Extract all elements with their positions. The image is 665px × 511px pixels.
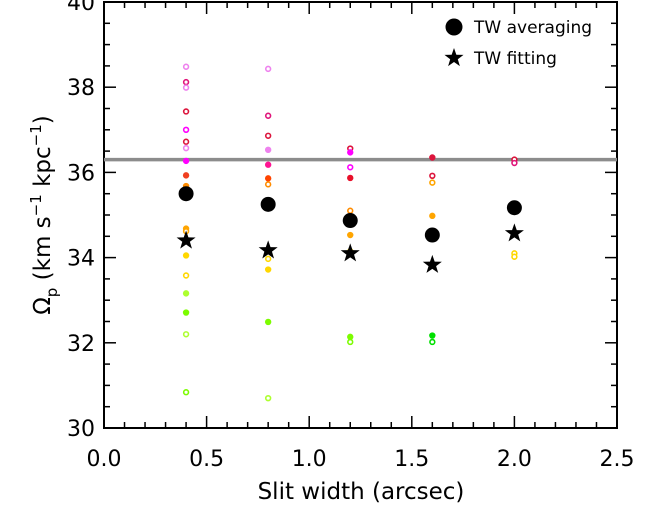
measurement-point — [182, 272, 190, 279]
y-axis-symbol-subscript: p — [43, 288, 61, 298]
measurement-point — [264, 112, 272, 119]
tw-fitting-point — [340, 243, 360, 262]
measurement-point — [511, 253, 518, 260]
measurement-point — [264, 161, 272, 168]
y-tick-label: 38 — [67, 76, 95, 101]
x-axis-title: Slit width (arcsec) — [258, 479, 465, 505]
x-tick-label: 1.5 — [394, 447, 429, 472]
measurement-point — [182, 157, 190, 165]
measurement-point — [347, 149, 354, 156]
measurement-point — [347, 338, 354, 346]
measurement-point — [264, 318, 272, 326]
measurement-point — [429, 172, 436, 180]
measurement-point — [511, 159, 518, 167]
y-axis-unit-mid: kpc — [30, 146, 56, 194]
measurement-point — [347, 231, 354, 239]
measurement-point — [182, 126, 190, 134]
measurement-point — [347, 174, 354, 182]
tw-method-points — [176, 186, 524, 273]
measurement-point — [264, 181, 272, 188]
measurement-point — [182, 144, 190, 152]
measurement-point — [429, 338, 436, 346]
measurement-point — [182, 108, 190, 115]
measurement-point — [182, 309, 190, 316]
measurement-point — [182, 389, 190, 396]
measurement-point — [264, 266, 272, 273]
legend-fitting-label: TW fitting — [473, 49, 557, 69]
measurement-point — [182, 78, 190, 86]
measurement-point — [264, 394, 272, 402]
measurement-point — [264, 255, 272, 263]
measurement-point — [264, 65, 272, 73]
measurement-point — [182, 252, 190, 259]
measurement-point — [347, 333, 354, 341]
measurement-point — [182, 84, 190, 91]
y-axis-title: Ωp (km s−1 kpc−1) — [27, 115, 61, 315]
measurement-point — [264, 175, 272, 182]
y-tick-label: 34 — [67, 247, 95, 272]
tw-averaging-point — [424, 227, 440, 243]
y-tick-label: 30 — [67, 417, 95, 442]
tw-averaging-point — [342, 213, 358, 229]
y-axis-unit-exp2: −1 — [27, 124, 45, 146]
measurement-point — [347, 164, 354, 171]
tw-fitting-point — [258, 240, 278, 259]
individual-measurements — [182, 63, 518, 402]
legend: TW averaging TW fitting — [444, 18, 592, 69]
x-tick-label: 2.0 — [497, 447, 532, 472]
y-tick-label: 40 — [67, 0, 95, 16]
tw-averaging-point — [178, 186, 194, 202]
x-tick-label: 0.0 — [87, 447, 122, 472]
measurement-point — [429, 154, 436, 161]
measurement-point — [182, 172, 190, 179]
measurement-point — [429, 332, 436, 339]
tick-labels: 0.0 0.5 1.0 1.5 2.0 2.5 30 32 34 36 38 40 — [67, 0, 635, 472]
tw-fitting-point — [422, 254, 442, 273]
legend-fitting-marker — [444, 48, 464, 67]
x-tick-label: 1.0 — [292, 447, 327, 472]
measurement-point — [182, 138, 190, 145]
axis-ticks — [103, 1, 618, 429]
y-tick-label: 32 — [67, 332, 95, 357]
tw-fitting-point — [504, 223, 524, 242]
measurement-point — [182, 63, 190, 70]
legend-averaging-marker — [445, 18, 463, 36]
tw-averaging-point — [260, 196, 276, 212]
y-axis-unit-close: ) — [30, 115, 56, 124]
measurement-point — [182, 290, 190, 297]
x-tick-label: 0.5 — [189, 447, 224, 472]
measurement-point — [429, 179, 436, 186]
legend-averaging-label: TW averaging — [473, 18, 592, 38]
y-tick-label: 36 — [67, 161, 95, 186]
measurement-point — [429, 212, 436, 220]
tw-averaging-point — [506, 200, 522, 216]
x-tick-label: 2.5 — [600, 447, 635, 472]
measurement-point — [347, 207, 354, 214]
measurement-point — [264, 146, 272, 154]
y-axis-unit-exp1: −1 — [27, 194, 45, 216]
y-axis-unit-open: (km s — [30, 216, 56, 287]
measurement-point — [264, 132, 272, 139]
measurement-point — [182, 331, 190, 338]
tw-fitting-point — [176, 230, 196, 249]
y-axis-symbol: Ω — [30, 297, 56, 315]
